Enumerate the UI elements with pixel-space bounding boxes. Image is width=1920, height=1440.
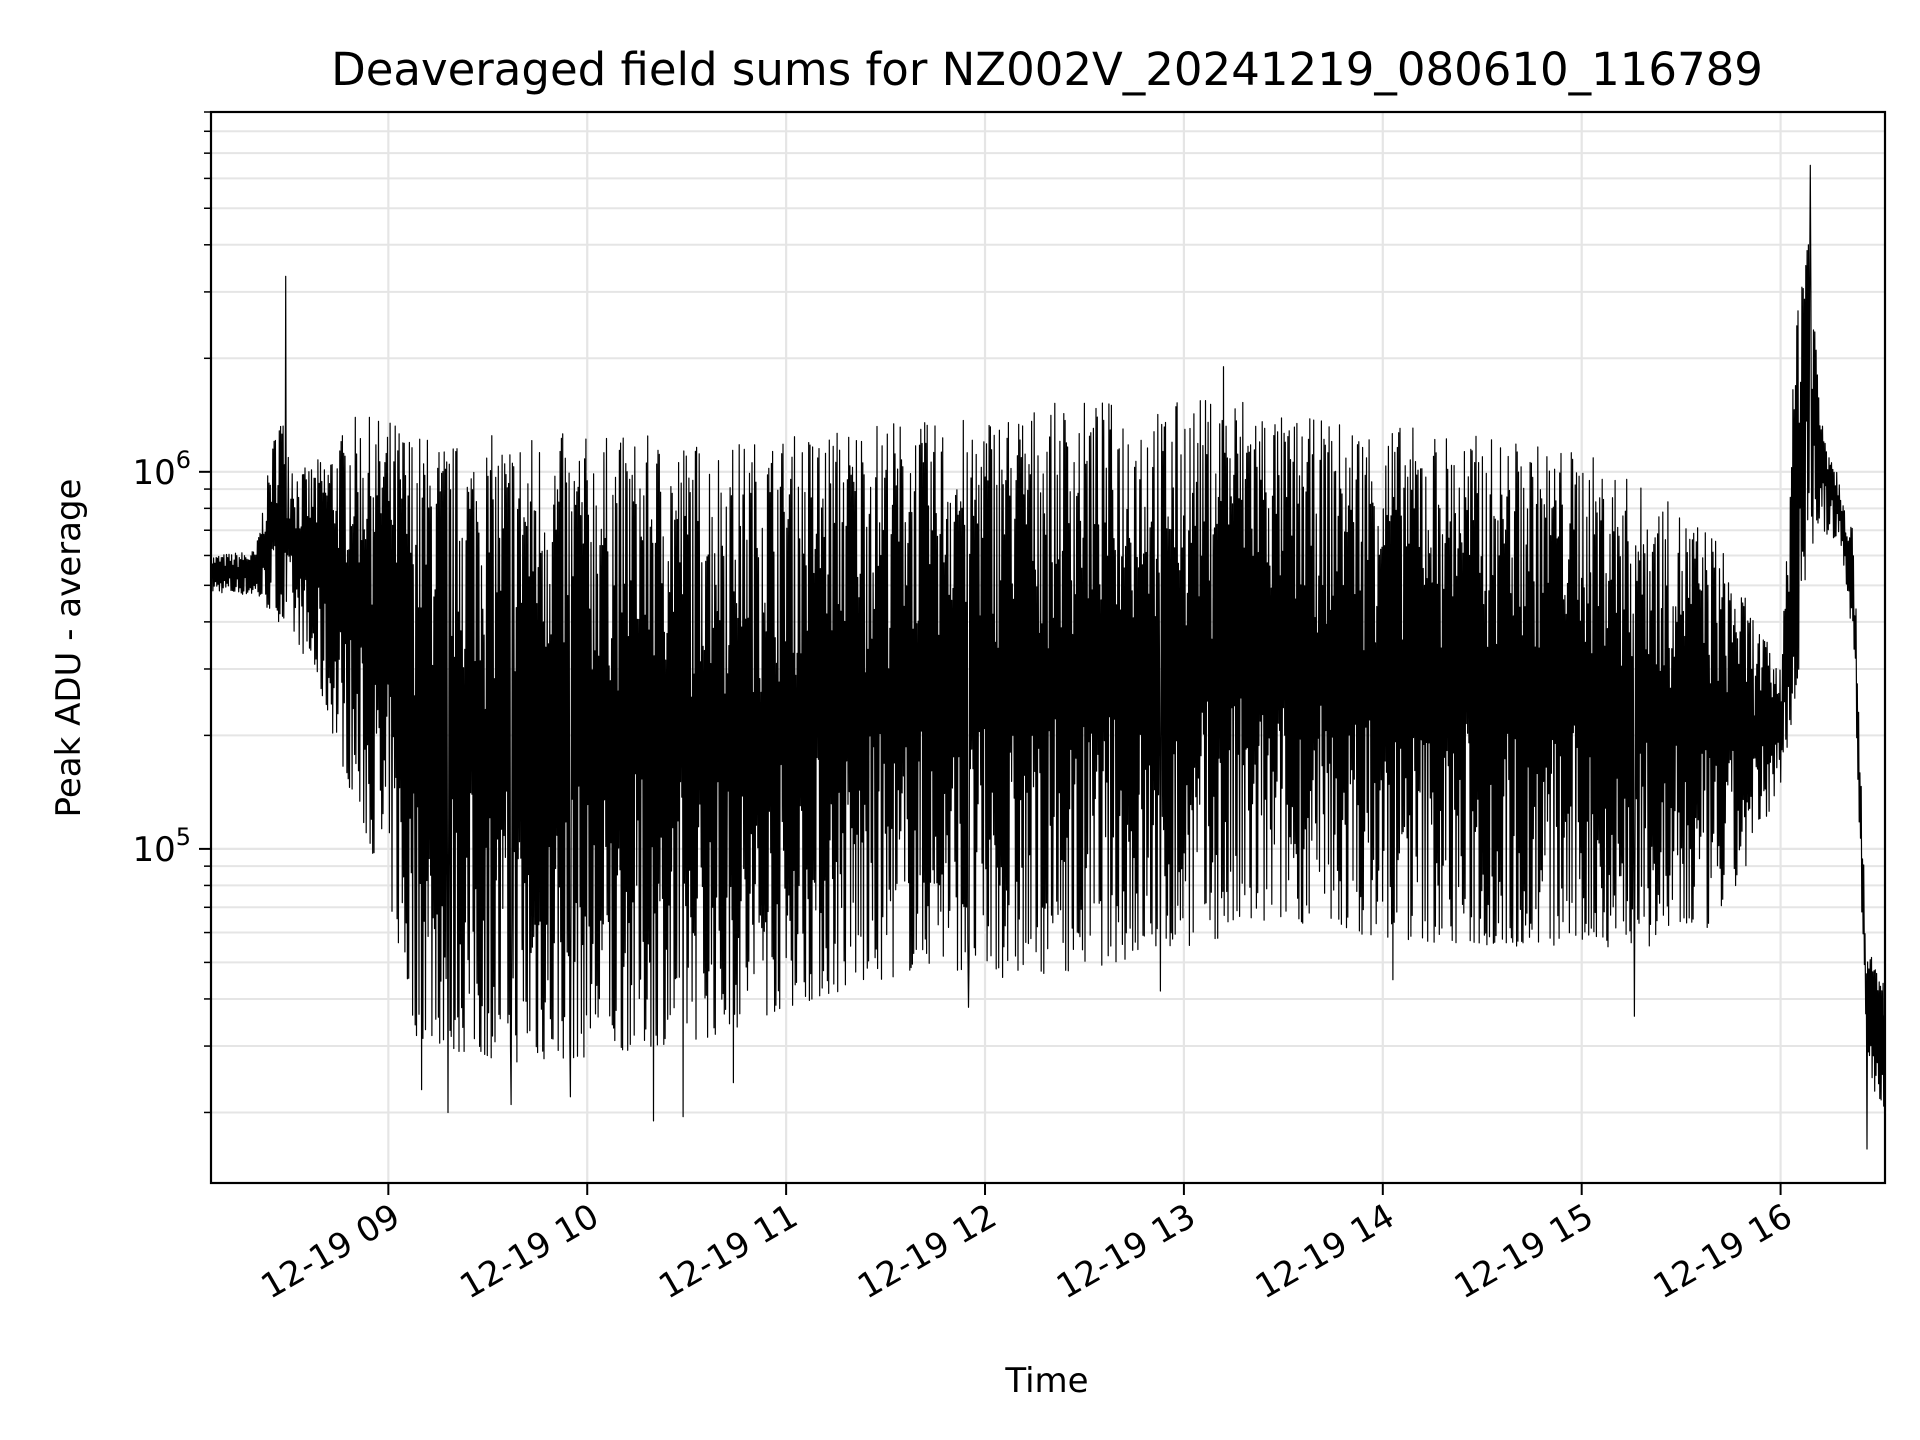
- y-axis-label: Peak ADU - average: [49, 479, 89, 818]
- y-tick-label: 106: [132, 446, 191, 493]
- series-line: [210, 164, 1886, 1150]
- y-axis: 105 106: [132, 111, 211, 1114]
- plot-frame: [209, 110, 1887, 1185]
- x-axis-label: Time: [1004, 1361, 1088, 1401]
- y-tick-label: 105: [132, 823, 191, 870]
- data-series: [210, 164, 1886, 1150]
- chart-title: Deaveraged field sums for NZ002V_2024121…: [331, 43, 1763, 96]
